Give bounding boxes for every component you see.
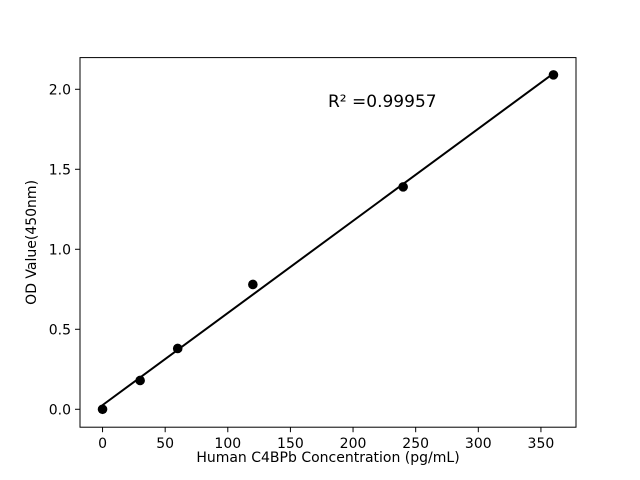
- y-axis-title: OD Value(450nm): [24, 180, 40, 305]
- x-tick-label: 150: [277, 436, 304, 452]
- data-point: [548, 70, 559, 80]
- x-tick-label: 250: [402, 436, 429, 452]
- x-tick-label: 0: [98, 436, 107, 452]
- data-point: [135, 375, 145, 386]
- data-point: [248, 279, 258, 290]
- y-tick-label: 1.5: [49, 162, 71, 178]
- y-tick-label: 0.5: [49, 322, 71, 338]
- data-point: [172, 343, 183, 354]
- y-tick-label: 0.0: [49, 402, 71, 418]
- x-tick-label: 100: [214, 436, 241, 452]
- axes-spines: [79, 57, 577, 428]
- plot-area: 0 50 100 150 200 250 300 350 0.0 0.5 1.0 1.5 2.0: [49, 57, 577, 452]
- x-axis-title: Human C4BPb Concentration (pg/mL): [196, 450, 459, 466]
- y-tick-label: 1.0: [49, 242, 71, 258]
- data-point: [398, 182, 408, 192]
- x-tick-label: 300: [465, 436, 492, 452]
- x-tick-label: 200: [340, 436, 367, 452]
- x-tick-label: 350: [528, 436, 555, 452]
- x-tick-label: 50: [156, 436, 174, 452]
- y-tick-label: 2.0: [49, 82, 71, 98]
- r-squared-annotation: R² =0.99957: [328, 92, 437, 112]
- data-point: [97, 404, 108, 415]
- trend-line: [101, 72, 555, 407]
